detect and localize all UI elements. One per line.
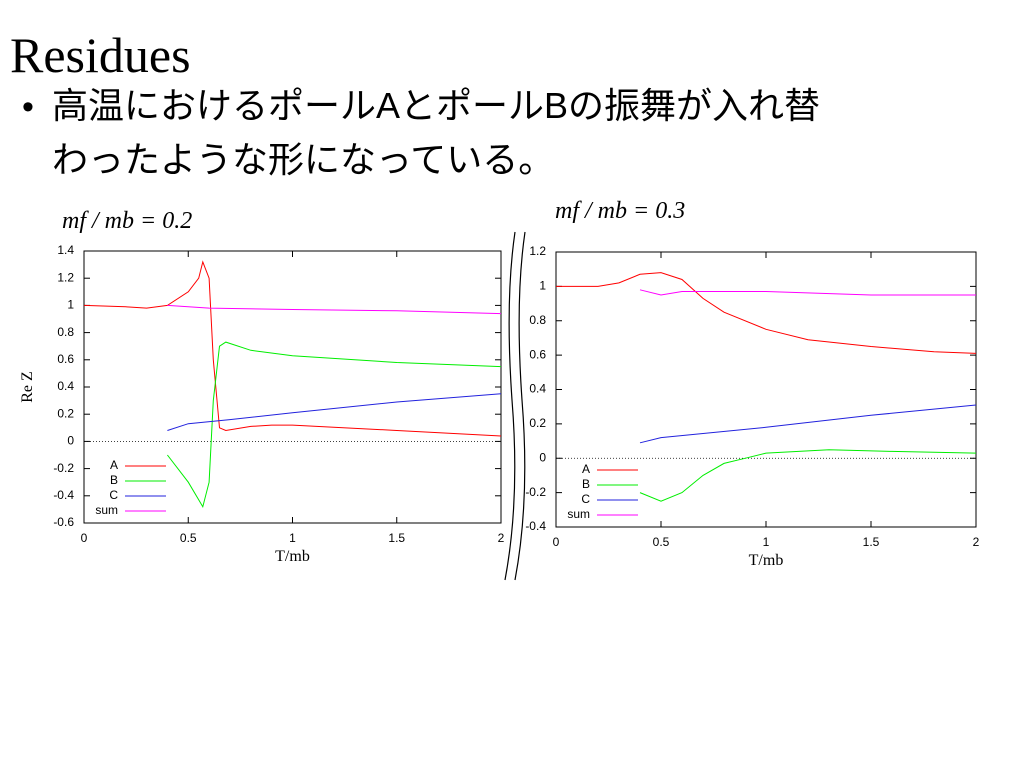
y-tick-label: -0.4 xyxy=(525,519,546,533)
y-tick-label: 0.2 xyxy=(57,406,74,420)
y-tick-label: 0.4 xyxy=(529,382,546,396)
chart-title: mf / mb = 0.3 xyxy=(555,198,685,224)
legend-label: B xyxy=(110,473,118,487)
slide-title: Residues xyxy=(10,27,191,83)
x-axis-label: T/mb xyxy=(275,548,310,565)
y-tick-label: -0.4 xyxy=(53,488,74,502)
y-tick-label: 1 xyxy=(67,298,74,312)
series-line xyxy=(639,404,977,444)
y-tick-label: 1.2 xyxy=(57,270,74,284)
y-tick-label: 0.8 xyxy=(57,325,74,339)
y-tick-label: 0.4 xyxy=(57,379,74,393)
y-tick-label: -0.2 xyxy=(53,461,74,475)
plot-area xyxy=(83,250,502,524)
x-tick-label: 1 xyxy=(763,535,770,549)
y-tick-label: 1.4 xyxy=(57,243,74,257)
series-line xyxy=(639,289,976,296)
y-tick-label: 0.6 xyxy=(57,352,74,366)
series-line xyxy=(83,260,502,437)
x-tick-label: 1.5 xyxy=(388,531,405,545)
x-tick-label: 0.5 xyxy=(180,531,197,545)
legend-label: sum xyxy=(95,503,118,517)
series-line xyxy=(167,393,502,431)
y-tick-label: 0.8 xyxy=(529,313,546,327)
legend-label: C xyxy=(109,488,118,502)
x-tick-label: 0 xyxy=(81,531,88,545)
y-tick-label: 0 xyxy=(539,450,546,464)
break-mark xyxy=(514,231,526,581)
legend-label: sum xyxy=(567,507,590,521)
plot-area xyxy=(555,251,977,528)
y-tick-label: 0.6 xyxy=(529,347,546,361)
y-tick-label: 0 xyxy=(67,434,74,448)
legend-label: A xyxy=(110,458,118,472)
y-tick-label: -0.2 xyxy=(525,485,546,499)
x-tick-label: 1.5 xyxy=(863,535,880,549)
y-tick-label: 0.2 xyxy=(529,416,546,430)
y-axis-label: Re Z xyxy=(19,371,36,403)
bullet-text: わったような形になっている。 xyxy=(52,139,554,180)
break-mark xyxy=(504,231,516,581)
y-tick-label: 1 xyxy=(539,279,546,293)
series-line xyxy=(167,341,502,508)
series-line xyxy=(167,304,502,315)
x-tick-label: 1 xyxy=(289,531,296,545)
x-axis-label: T/mb xyxy=(749,552,784,569)
series-line xyxy=(639,449,977,502)
legend-label: B xyxy=(582,477,590,491)
bullet-text: 高温におけるポールAとポールBの振舞が入れ替 xyxy=(52,85,820,126)
legend-label: A xyxy=(582,462,590,476)
y-tick-label: 1.2 xyxy=(529,244,546,258)
bullet: • xyxy=(22,88,34,126)
y-tick-label: -0.6 xyxy=(53,515,74,529)
x-tick-label: 0.5 xyxy=(653,535,670,549)
chart-title: mf / mb = 0.2 xyxy=(62,208,192,234)
legend-label: C xyxy=(581,492,590,506)
x-tick-label: 0 xyxy=(553,535,560,549)
x-tick-label: 2 xyxy=(973,535,980,549)
x-tick-label: 2 xyxy=(498,531,505,545)
series-line xyxy=(556,272,977,354)
